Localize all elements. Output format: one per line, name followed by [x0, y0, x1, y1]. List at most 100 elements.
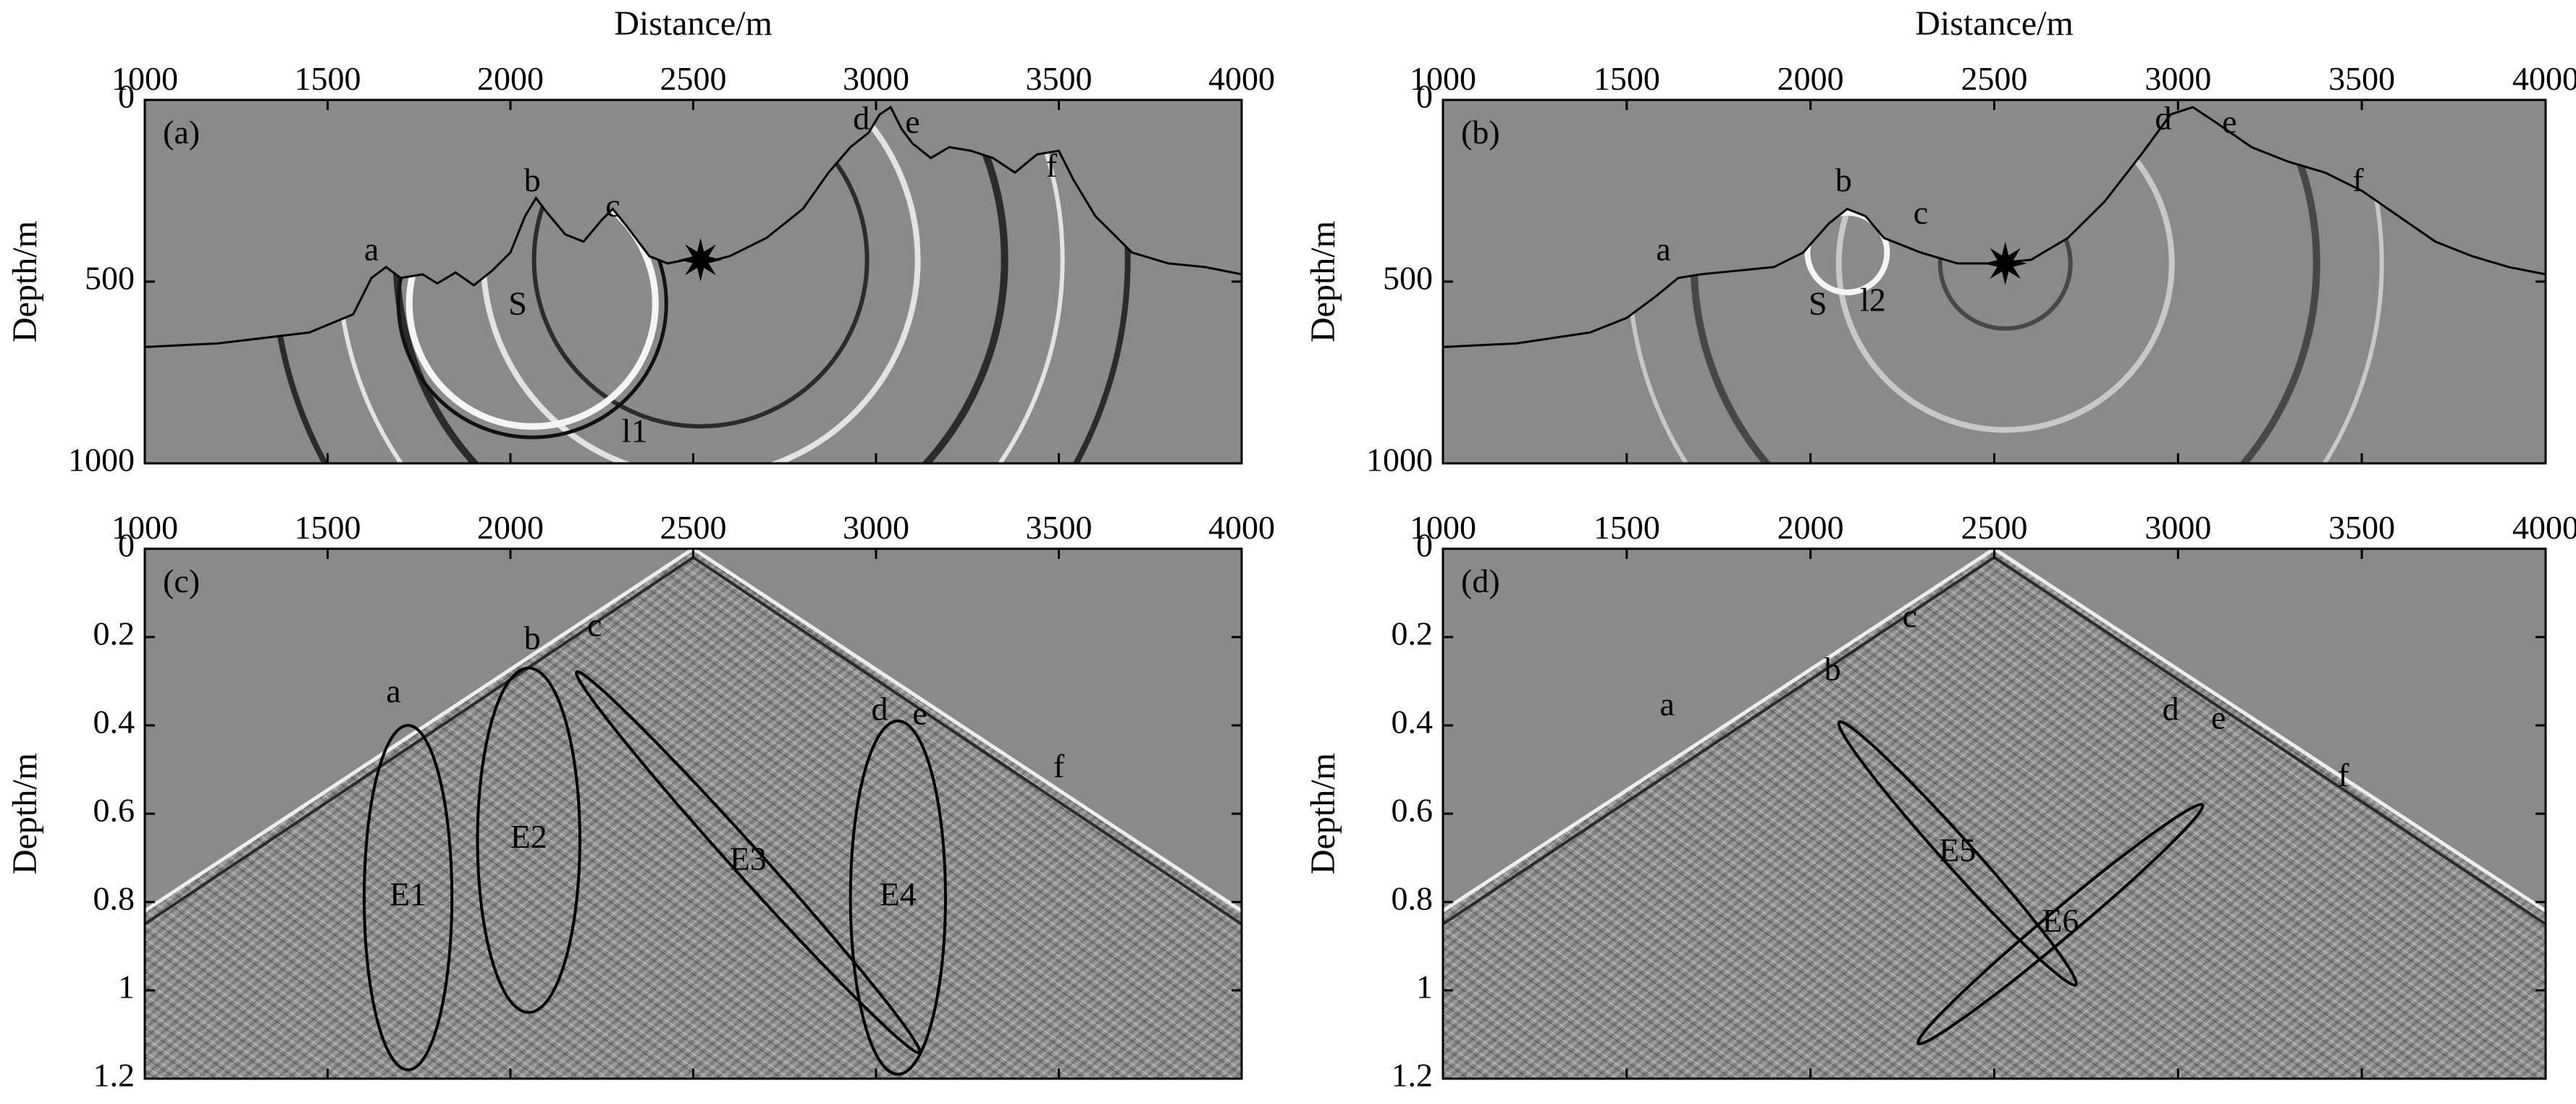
ellipse-label: E4 — [880, 875, 917, 912]
y-tick-label: 1 — [1416, 969, 1433, 1006]
annotation-label: f — [1046, 147, 1058, 184]
plot-content — [1443, 100, 2546, 463]
annotation-label: S — [508, 285, 527, 322]
wavefront — [531, 100, 870, 429]
panel-label: (d) — [1461, 562, 1500, 599]
y-axis-title: Depth/m — [6, 753, 44, 875]
panel-b: a b c d e f S l2 (b) 1000 1500 2000 2500 3000 3500 4000… — [1304, 4, 2576, 479]
annotation-label: b — [524, 161, 541, 198]
x-tick-label: 2500 — [1961, 60, 2028, 97]
x-tick-label: 3500 — [2328, 509, 2395, 546]
ellipse-marker — [849, 719, 947, 1076]
x-tick-label: 2500 — [1961, 509, 2028, 546]
x-tick-label: 1500 — [295, 60, 361, 97]
x-tick-label: 3000 — [2144, 509, 2211, 546]
source-star — [1983, 241, 2027, 285]
panel-d: a b c d e f E5 E6 (d) 1000 1500 2000 2500 3000 3500 400… — [1304, 509, 2576, 1094]
air-region — [145, 100, 1242, 347]
y-tick-label: 0.2 — [1392, 615, 1434, 652]
annotation-label: d — [2163, 690, 2179, 727]
wavefield — [1443, 549, 2546, 1079]
y-axis-title: Depth/m — [6, 221, 44, 342]
y-tick-label: 0.4 — [93, 704, 135, 741]
x-tick-label: 3000 — [843, 509, 909, 546]
annotation-label: l1 — [622, 412, 648, 449]
panel-label: (c) — [163, 562, 200, 599]
panel-label: (b) — [1461, 114, 1500, 151]
y-axis-title: Depth/m — [1304, 221, 1342, 342]
x-tick-label: 1500 — [1594, 509, 1660, 546]
annotation-label: a — [386, 673, 400, 709]
y-tick-label: 500 — [85, 260, 135, 297]
x-tick-label: 3000 — [2144, 60, 2211, 97]
x-tick-label: 4000 — [1208, 509, 1275, 546]
annotation-label: c — [1914, 194, 1928, 231]
y-tick-label: 0.4 — [1392, 704, 1434, 741]
wavefield — [145, 549, 1242, 1079]
annotation-label: c — [1903, 597, 1917, 634]
ellipse-marker — [362, 724, 454, 1071]
y-axis-title: Depth/m — [1304, 753, 1342, 875]
x-tick-label: 3500 — [1026, 60, 1093, 97]
x-tick-label: 1000 — [1410, 509, 1476, 546]
annotation-label: S — [1809, 285, 1827, 322]
annotation-label: b — [1835, 161, 1852, 198]
x-tick-label: 2500 — [660, 509, 727, 546]
annotation-label: e — [912, 694, 927, 731]
y-tick-label: 0 — [1416, 527, 1433, 564]
annotation-label: f — [2338, 757, 2349, 793]
panel-label: (a) — [163, 114, 200, 151]
y-tick-label: 0.6 — [1392, 792, 1434, 829]
x-tick-label: 1500 — [1594, 60, 1660, 97]
y-tick-label: 1000 — [1366, 442, 1433, 479]
panel-c: a b c d e f E1 E2 E3 E4 (c) 1000 1500 2000 2500 3000 350… — [6, 509, 1275, 1094]
x-tick-label: 4000 — [2512, 509, 2576, 546]
wavefront — [1804, 209, 1890, 295]
x-tick-label: 3500 — [2328, 60, 2395, 97]
x-tick-label: 2000 — [1777, 509, 1844, 546]
y-tick-label: 1.2 — [93, 1057, 135, 1094]
annotation-label: d — [2155, 100, 2172, 137]
x-tick-label: 2500 — [660, 60, 727, 97]
annotation-label: c — [605, 187, 620, 224]
source-star — [678, 237, 723, 282]
x-tick-label: 4000 — [1208, 60, 1275, 97]
annotation-label: f — [2352, 161, 2364, 198]
x-tick-label: 3500 — [1026, 509, 1093, 546]
x-tick-label: 2000 — [477, 509, 544, 546]
annotation-label: a — [1659, 686, 1674, 722]
ellipse-label: E3 — [730, 840, 767, 877]
air-region — [1443, 100, 2546, 347]
ellipse-label: E6 — [2042, 902, 2079, 939]
x-tick-label: 1000 — [111, 509, 178, 546]
y-tick-label: 1 — [118, 969, 135, 1006]
x-tick-label: 4000 — [2512, 60, 2576, 97]
ellipse-marker — [1837, 720, 2078, 987]
y-tick-label: 0.2 — [93, 615, 135, 652]
annotation-label: b — [524, 620, 541, 657]
annotation-label: d — [872, 690, 888, 727]
annotation-label: l2 — [1860, 282, 1886, 319]
annotation-label: f — [1053, 748, 1065, 785]
direct-arrival — [145, 549, 1242, 913]
annotation-label: e — [905, 104, 919, 140]
x-tick-label: 1000 — [1410, 60, 1476, 97]
annotation-label: e — [2222, 104, 2236, 140]
y-tick-label: 0.8 — [93, 880, 135, 917]
x-tick-label: 2000 — [477, 60, 544, 97]
annotation-label: a — [1656, 230, 1670, 267]
x-axis-title: Distance/m — [1915, 4, 2074, 43]
ellipse-label: E2 — [510, 818, 547, 855]
annotation-label: c — [587, 606, 602, 643]
x-axis-title: Distance/m — [614, 4, 773, 43]
x-tick-label: 1000 — [111, 60, 178, 97]
x-tick-label: 3000 — [843, 60, 909, 97]
y-tick-label: 0.8 — [1392, 880, 1434, 917]
y-tick-label: 0 — [118, 78, 135, 115]
plot-content — [145, 100, 1242, 463]
y-tick-label: 500 — [1383, 260, 1433, 297]
ellipse-marker — [1916, 803, 2205, 1045]
ellipse-marker — [476, 666, 581, 1014]
x-tick-label: 1500 — [295, 509, 361, 546]
